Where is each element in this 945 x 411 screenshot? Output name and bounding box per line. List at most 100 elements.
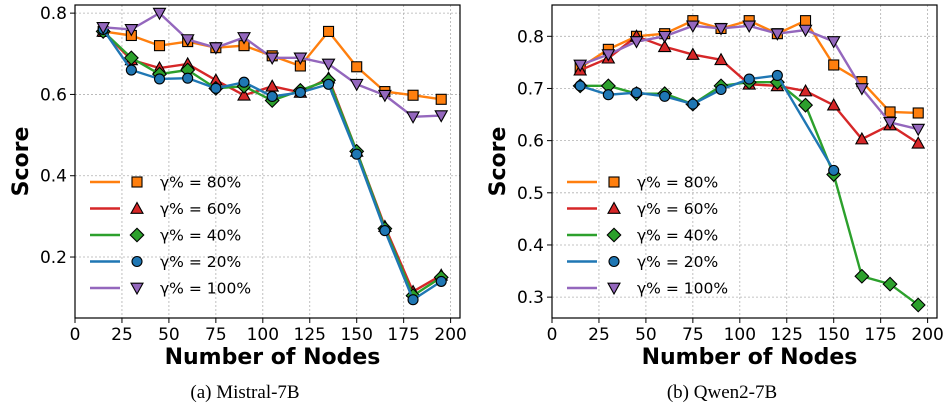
x-tick-label: 175 [864, 325, 896, 345]
y-tick-label: 0.7 [517, 79, 544, 99]
data-point [910, 297, 926, 313]
data-point [349, 78, 364, 92]
data-point [407, 294, 419, 306]
data-point [96, 22, 111, 35]
data-point [321, 58, 336, 72]
legend-label: γ% = 40% [160, 227, 241, 245]
legend-item: γ% = 80% [567, 174, 718, 192]
legend-label: γ% = 20% [160, 253, 241, 271]
legend-label: γ% = 40% [637, 227, 718, 245]
legend-marker [608, 255, 620, 268]
data-point [743, 73, 755, 85]
data-point [771, 69, 783, 81]
data-point [798, 24, 813, 38]
chart-caption: (b) Qwen2-7B [667, 382, 777, 403]
chart-qwen2-7b: 0 25 50 75 100 125 150 175 200 0.3 0.4 0.5 0.6 0.7 0.8… [486, 4, 944, 403]
x-tick-label: 75 [682, 325, 704, 345]
data-point [742, 20, 757, 33]
data-point [265, 79, 280, 92]
data-point [407, 89, 419, 101]
data-point [854, 131, 869, 145]
data-point [714, 52, 728, 66]
y-tick-label: 0.8 [40, 4, 67, 24]
legend-marker [606, 227, 622, 243]
data-point [828, 59, 840, 71]
grid [75, 5, 460, 318]
y-tick-label: 0.2 [40, 248, 67, 268]
data-point [322, 25, 335, 37]
data-point [573, 59, 588, 73]
x-axis-label: Number of Nodes [165, 345, 381, 370]
data-point [153, 73, 166, 85]
x-tick-label: 25 [111, 325, 133, 345]
data-point [657, 30, 672, 44]
data-point [124, 24, 139, 37]
data-point [629, 36, 644, 49]
y-axis-label: Score [486, 127, 511, 197]
legend-label: γ% = 60% [637, 200, 718, 218]
data-point [828, 164, 840, 176]
legend-item: γ% = 100% [567, 280, 728, 298]
data-point [715, 83, 727, 96]
data-point [153, 40, 166, 52]
series-4 [573, 20, 926, 137]
data-point [406, 111, 420, 124]
legend-item: γ% = 20% [567, 253, 718, 271]
y-tick-label: 0.5 [517, 184, 544, 204]
y-tick-label: 0.6 [40, 85, 67, 105]
data-point [882, 276, 898, 292]
series-line [580, 81, 919, 306]
legend-marker [130, 282, 144, 296]
y-tick-label: 0.8 [517, 27, 544, 47]
data-point [125, 64, 137, 76]
data-point [798, 83, 813, 97]
y-tick-label: 0.3 [517, 288, 544, 308]
legend-marker [607, 282, 621, 296]
y-axis-label: Score [9, 127, 34, 197]
data-point [322, 78, 335, 90]
series-2 [572, 74, 926, 313]
legend-marker [608, 176, 620, 188]
data-point [657, 39, 672, 53]
series-4 [96, 7, 449, 124]
x-tick-label: 175 [387, 325, 419, 345]
data-point [826, 36, 841, 49]
x-tick-label: 125 [771, 325, 803, 345]
data-point [714, 23, 728, 36]
data-point [911, 136, 926, 149]
data-point [265, 52, 280, 65]
data-point [601, 49, 616, 62]
data-point [266, 90, 278, 103]
data-point [826, 98, 841, 111]
x-tick-label: 150 [817, 325, 849, 345]
y-tick-label: 0.4 [517, 236, 544, 256]
x-tick-label: 150 [340, 325, 372, 345]
data-point [182, 72, 194, 84]
legend-label: γ% = 20% [637, 253, 718, 271]
legend-item: γ% = 60% [90, 200, 241, 218]
data-point [237, 88, 251, 101]
legend-label: γ% = 60% [160, 200, 241, 218]
plot-frame [551, 4, 938, 319]
legend-marker [129, 227, 145, 243]
legend-marker [130, 201, 144, 214]
data-point [351, 61, 363, 73]
data-point [798, 97, 814, 113]
legend-label: γ% = 100% [637, 280, 728, 298]
series-3 [97, 23, 447, 306]
data-point [434, 110, 449, 123]
data-point [884, 106, 896, 118]
y-tick-label: 0.6 [517, 132, 544, 152]
data-point [351, 148, 363, 160]
data-point [294, 86, 306, 98]
legend-item: γ% = 40% [90, 227, 241, 245]
legend-marker [607, 201, 621, 214]
data-point [574, 80, 586, 92]
series-line [102, 30, 442, 298]
data-point [210, 82, 222, 94]
data-point [379, 225, 391, 237]
chart-caption: (a) Mistral-7B [190, 382, 299, 403]
x-tick-label: 200 [434, 325, 466, 345]
legend-item: γ% = 60% [567, 200, 718, 218]
